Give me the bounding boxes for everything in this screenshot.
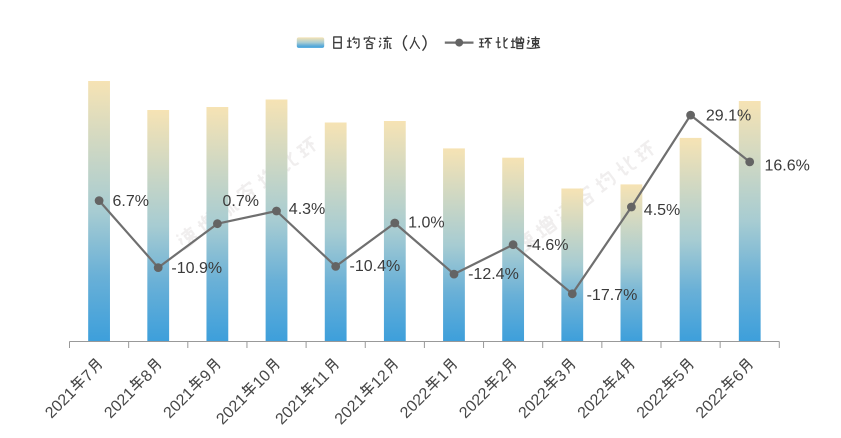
svg-text:29.1%: 29.1% [706, 108, 751, 125]
svg-text:-12.4%: -12.4% [468, 266, 519, 283]
svg-text:4.3%: 4.3% [289, 201, 325, 218]
svg-text:0.7%: 0.7% [223, 193, 259, 210]
svg-text:-10.4%: -10.4% [350, 258, 401, 275]
svg-text:-10.9%: -10.9% [171, 260, 222, 277]
svg-text:16.6%: 16.6% [765, 158, 810, 175]
svg-text:-4.6%: -4.6% [527, 237, 569, 254]
svg-text:4.5%: 4.5% [644, 202, 680, 219]
svg-text:6.7%: 6.7% [113, 193, 149, 210]
svg-text:-17.7%: -17.7% [587, 287, 638, 304]
svg-text:1.0%: 1.0% [408, 214, 444, 231]
